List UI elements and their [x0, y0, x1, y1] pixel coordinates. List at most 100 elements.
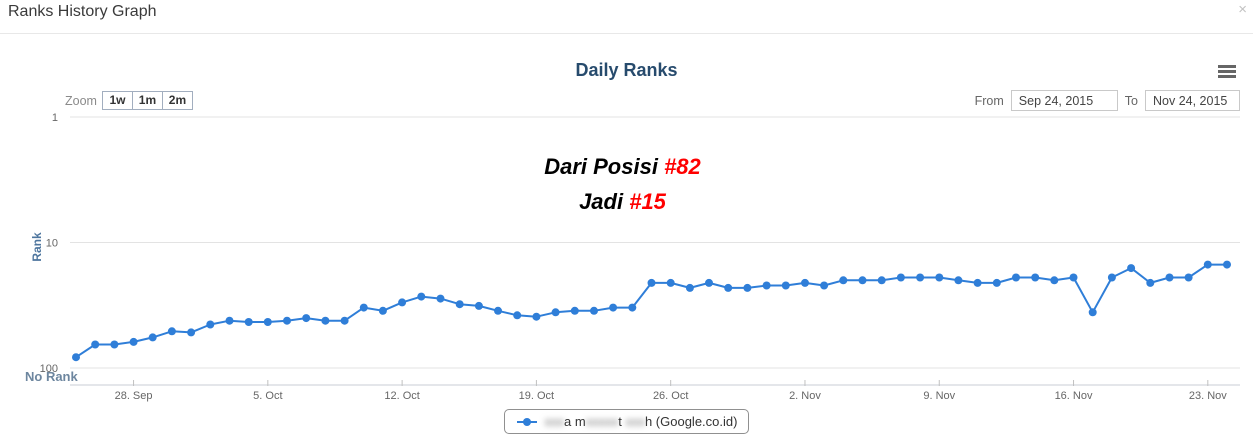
- x-tick-label: 5. Oct: [253, 390, 282, 402]
- redacted-text: xxxxx: [585, 414, 619, 429]
- data-point[interactable]: [359, 303, 368, 312]
- data-point[interactable]: [916, 273, 925, 282]
- x-tick-label: 12. Oct: [384, 390, 419, 402]
- data-point[interactable]: [1088, 308, 1097, 317]
- y-tick-label: 100: [40, 363, 58, 375]
- x-tick-label: 9. Nov: [923, 390, 955, 402]
- data-point[interactable]: [743, 283, 752, 292]
- data-point[interactable]: [781, 281, 790, 290]
- legend: xxxa mxxxxxt xxxh (Google.co.id): [0, 409, 1253, 434]
- data-point[interactable]: [839, 276, 848, 285]
- data-point[interactable]: [570, 306, 579, 315]
- close-icon[interactable]: ×: [1238, 1, 1247, 18]
- redacted-text: xxx: [625, 414, 645, 429]
- data-point[interactable]: [551, 308, 560, 317]
- data-point[interactable]: [225, 316, 234, 325]
- data-point[interactable]: [398, 298, 407, 307]
- x-tick-label: 2. Nov: [789, 390, 821, 402]
- data-point[interactable]: [1127, 264, 1136, 273]
- data-point[interactable]: [973, 278, 982, 287]
- data-point[interactable]: [417, 292, 426, 301]
- data-point[interactable]: [91, 340, 100, 349]
- data-point[interactable]: [129, 337, 138, 346]
- data-point[interactable]: [167, 327, 176, 336]
- data-point[interactable]: [705, 278, 713, 287]
- annotation-line2: Jadi #15: [579, 189, 666, 214]
- header-divider: [0, 33, 1253, 34]
- data-point[interactable]: [148, 333, 157, 342]
- data-point[interactable]: [321, 316, 330, 325]
- x-tick-label: 16. Nov: [1055, 390, 1093, 402]
- data-point[interactable]: [1069, 273, 1078, 282]
- data-point[interactable]: [647, 278, 656, 287]
- data-point[interactable]: [1146, 278, 1155, 287]
- data-point[interactable]: [378, 306, 387, 315]
- data-point[interactable]: [1203, 260, 1212, 269]
- legend-series-label: xxxa mxxxxxt xxxh (Google.co.id): [544, 414, 738, 429]
- data-point[interactable]: [494, 306, 502, 315]
- zoom-button-1w[interactable]: 1w: [101, 91, 133, 110]
- data-point[interactable]: [666, 278, 675, 287]
- data-point[interactable]: [762, 281, 771, 290]
- chart-title: Daily Ranks: [575, 60, 678, 80]
- data-point[interactable]: [954, 276, 963, 285]
- data-point[interactable]: [1165, 273, 1174, 282]
- y-tick-label: 1: [52, 112, 58, 124]
- x-tick-label: 19. Oct: [519, 390, 554, 402]
- data-point[interactable]: [820, 281, 829, 290]
- data-point[interactable]: [992, 278, 1001, 287]
- no-rank-label: No Rank: [25, 369, 78, 384]
- from-label: From: [974, 93, 1004, 108]
- data-point[interactable]: [935, 273, 944, 282]
- data-point[interactable]: [513, 311, 522, 320]
- redacted-text: xxx: [544, 414, 565, 429]
- x-tick-label: 23. Nov: [1189, 390, 1227, 402]
- to-date-input[interactable]: [1145, 90, 1240, 111]
- y-tick-label: 10: [46, 238, 58, 250]
- data-point[interactable]: [1050, 276, 1059, 285]
- range-selector-zoom: Zoom 1w 1m 2m: [65, 91, 193, 110]
- data-point[interactable]: [436, 294, 445, 303]
- to-label: To: [1124, 93, 1138, 108]
- data-point[interactable]: [532, 312, 541, 321]
- legend-item-series[interactable]: xxxa mxxxxxt xxxh (Google.co.id): [503, 409, 750, 434]
- dialog-title: Ranks History Graph: [8, 3, 157, 20]
- data-point[interactable]: [206, 320, 215, 329]
- data-point[interactable]: [110, 340, 119, 349]
- data-point[interactable]: [302, 314, 311, 323]
- data-point[interactable]: [609, 303, 618, 312]
- annotation-line1: Dari Posisi #82: [544, 154, 701, 179]
- data-point[interactable]: [72, 353, 80, 362]
- data-point[interactable]: [1223, 260, 1231, 269]
- range-selector-dates: From To: [968, 90, 1240, 111]
- data-point[interactable]: [801, 278, 809, 287]
- x-tick-label: 28. Sep: [115, 390, 153, 402]
- data-point[interactable]: [1012, 273, 1020, 282]
- data-point[interactable]: [340, 316, 349, 325]
- data-point[interactable]: [628, 303, 637, 312]
- legend-line-marker-icon: [516, 417, 537, 426]
- data-point[interactable]: [877, 276, 886, 285]
- data-point[interactable]: [187, 328, 196, 337]
- data-point[interactable]: [244, 318, 253, 326]
- data-point[interactable]: [283, 316, 291, 325]
- zoom-label: Zoom: [65, 93, 97, 108]
- from-date-input[interactable]: [1010, 90, 1118, 111]
- data-point[interactable]: [1184, 273, 1193, 282]
- data-point[interactable]: [896, 273, 905, 282]
- x-tick-label: 26. Oct: [653, 390, 688, 402]
- annotation: Dari Posisi #82 Jadi #15: [0, 149, 1245, 219]
- data-point[interactable]: [1031, 273, 1040, 282]
- data-point[interactable]: [590, 306, 598, 315]
- data-point[interactable]: [724, 283, 733, 292]
- export-menu-icon[interactable]: [1218, 65, 1236, 79]
- zoom-button-2m[interactable]: 2m: [161, 91, 193, 110]
- data-point[interactable]: [858, 276, 867, 285]
- data-point[interactable]: [474, 301, 483, 310]
- data-point[interactable]: [455, 300, 464, 309]
- data-point[interactable]: [263, 318, 272, 326]
- data-point[interactable]: [685, 283, 694, 292]
- data-point[interactable]: [1107, 273, 1116, 282]
